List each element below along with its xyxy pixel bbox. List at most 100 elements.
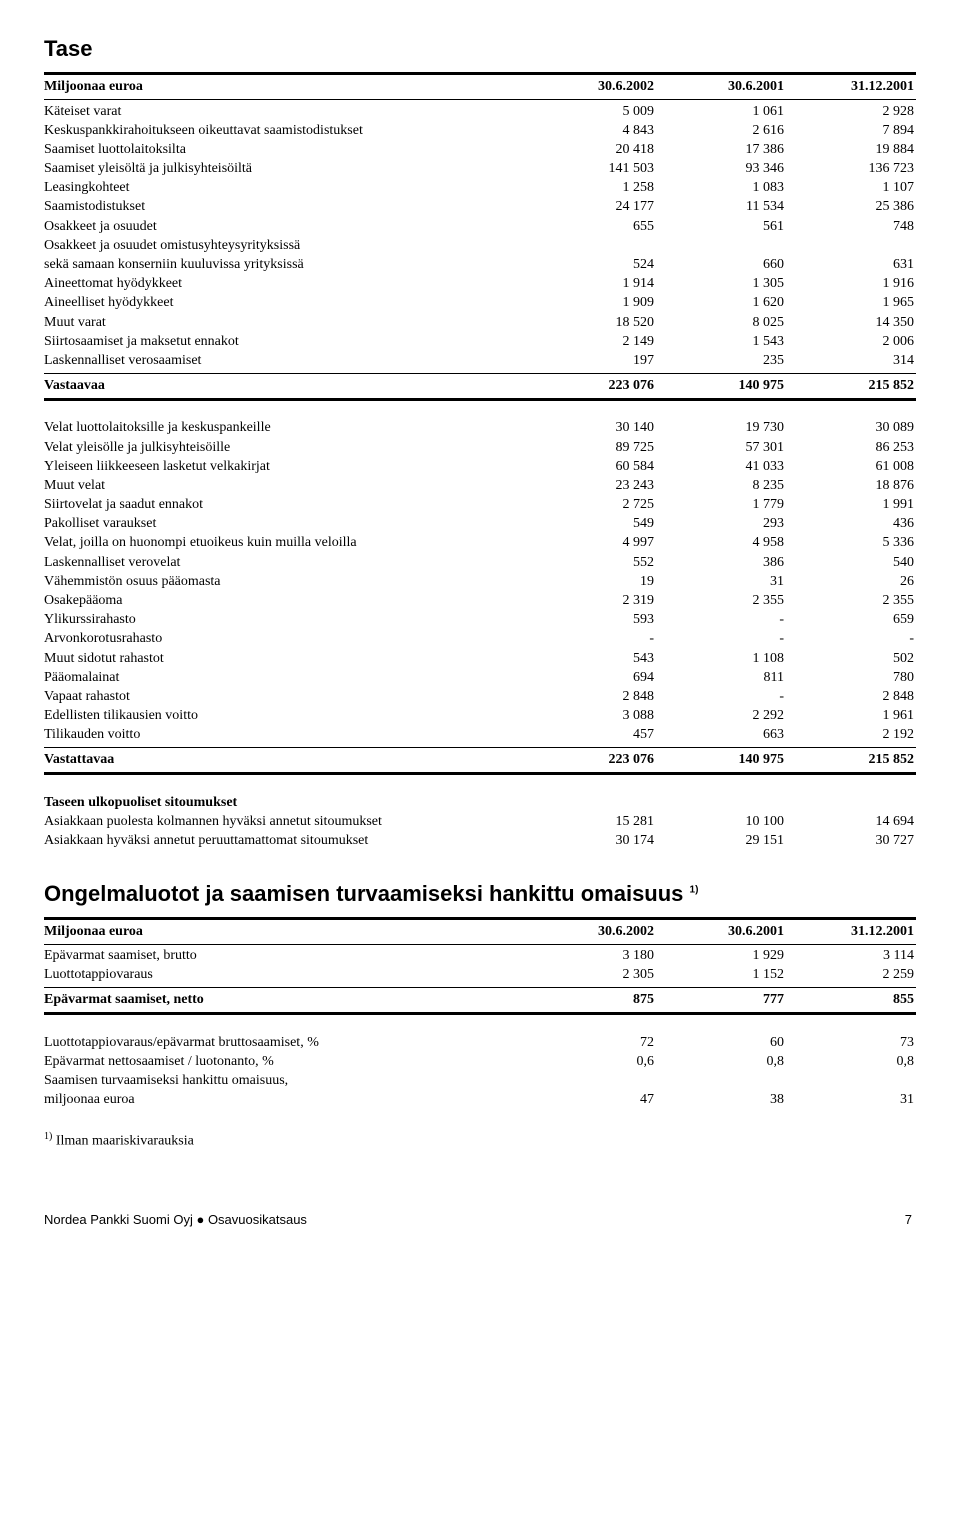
row-value: 694 [524, 669, 654, 687]
row-value: 3 180 [524, 947, 654, 965]
table-row: Saamiset yleisöltä ja julkisyhteisöiltä1… [44, 160, 916, 179]
row-label: Luottotappiovaraus/epävarmat bruttosaami… [44, 1034, 524, 1052]
table-header-2: Miljoonaa euroa 30.6.2002 30.6.2001 31.1… [44, 917, 916, 945]
table-row: Muut varat18 5208 02514 350 [44, 313, 916, 332]
row-value: 72 [524, 1034, 654, 1052]
row-value: 1 965 [784, 294, 914, 312]
row-value: 1 914 [524, 275, 654, 293]
row-value: 660 [654, 256, 784, 274]
header2-label: Miljoonaa euroa [44, 924, 524, 940]
row-value: 4 843 [524, 122, 654, 140]
row-value: 386 [654, 554, 784, 572]
table-row: Aineelliset hyödykkeet1 9091 6201 965 [44, 294, 916, 313]
page-footer: Nordea Pankki Suomi Oyj ● Osavuosikatsau… [44, 1212, 916, 1227]
row-value: - [654, 688, 784, 706]
row-label: Aineelliset hyödykkeet [44, 294, 524, 312]
table-row: Leasingkohteet1 2581 0831 107 [44, 179, 916, 198]
row-value: 2 006 [784, 333, 914, 351]
row-value: 1 620 [654, 294, 784, 312]
row-label: Osakkeet ja osuudet omistusyhteysyrityks… [44, 237, 524, 255]
row-value: 1 258 [524, 179, 654, 197]
row-value: 18 520 [524, 314, 654, 332]
footnote-text: Ilman maariskivarauksia [56, 1134, 194, 1149]
row-value: 780 [784, 669, 914, 687]
row-value: 2 355 [654, 592, 784, 610]
table-row: Epävarmat nettosaamiset / luotonanto, %0… [44, 1053, 916, 1072]
row-value [654, 1072, 784, 1090]
row-value: 14 694 [784, 813, 914, 831]
row-value: 19 730 [654, 419, 784, 437]
row-label: Käteiset varat [44, 103, 524, 121]
assets-sum-v1: 140 975 [654, 377, 784, 395]
header2-col3: 31.12.2001 [784, 924, 914, 940]
table-row: Velat yleisölle ja julkisyhteisöille89 7… [44, 438, 916, 457]
row-value: - [524, 630, 654, 648]
row-value [784, 237, 914, 255]
row-value: 2 149 [524, 333, 654, 351]
row-value: 1 107 [784, 179, 914, 197]
row-label: Keskuspankkirahoitukseen oikeuttavat saa… [44, 122, 524, 140]
row-value: 2 848 [524, 688, 654, 706]
row-value: 524 [524, 256, 654, 274]
row-value: 1 961 [784, 707, 914, 725]
row-value: 197 [524, 352, 654, 370]
row-value: 502 [784, 650, 914, 668]
row-value: 93 346 [654, 160, 784, 178]
row-value: 543 [524, 650, 654, 668]
table-row: Vapaat rahastot2 848-2 848 [44, 687, 916, 706]
row-value [654, 237, 784, 255]
row-label: sekä samaan konserniin kuuluvissa yrityk… [44, 256, 524, 274]
table-row: Yleiseen liikkeeseen lasketut velkakirja… [44, 457, 916, 476]
row-value: 457 [524, 726, 654, 744]
table-row: Edellisten tilikausien voitto3 0882 2921… [44, 707, 916, 726]
liabilities-sum-label: Vastattavaa [44, 751, 524, 769]
row-value: 2 355 [784, 592, 914, 610]
row-label: Tilikauden voitto [44, 726, 524, 744]
table-row: Osakepääoma2 3192 3552 355 [44, 592, 916, 611]
footer-company: Nordea Pankki Suomi Oyj [44, 1212, 196, 1227]
row-value: 3 088 [524, 707, 654, 725]
row-value: 136 723 [784, 160, 914, 178]
table-row: Siirtosaamiset ja maksetut ennakot2 1491… [44, 332, 916, 351]
row-value: 38 [654, 1091, 784, 1109]
footer-report: Osavuosikatsaus [208, 1212, 307, 1227]
row-label: Pakolliset varaukset [44, 515, 524, 533]
row-value: 4 997 [524, 534, 654, 552]
row-value: 47 [524, 1091, 654, 1109]
row-value: 314 [784, 352, 914, 370]
table-row: Saamiset luottolaitoksilta20 41817 38619… [44, 140, 916, 159]
off-balance-block: Taseen ulkopuoliset sitoumukset Asiakkaa… [44, 793, 916, 851]
liabilities-table: Velat luottolaitoksille ja keskuspankeil… [44, 419, 916, 745]
row-value: 811 [654, 669, 784, 687]
liabilities-sum-v0: 223 076 [524, 751, 654, 769]
off-balance-table: Asiakkaan puolesta kolmannen hyväksi ann… [44, 812, 916, 850]
problem-loans-table: Epävarmat saamiset, brutto3 1801 9293 11… [44, 947, 916, 985]
row-value: 235 [654, 352, 784, 370]
table-row: Luottotappiovaraus2 3051 1522 259 [44, 966, 916, 985]
table-row: Osakkeet ja osuudet655561748 [44, 217, 916, 236]
row-value: 30 140 [524, 419, 654, 437]
assets-sum-label: Vastaavaa [44, 377, 524, 395]
row-label: Asiakkaan puolesta kolmannen hyväksi ann… [44, 813, 524, 831]
row-value: 23 243 [524, 477, 654, 495]
row-value: 30 727 [784, 832, 914, 850]
assets-table: Käteiset varat5 0091 0612 928Keskuspankk… [44, 102, 916, 371]
table-row: Velat, joilla on huonompi etuoikeus kuin… [44, 534, 916, 553]
row-label: Osakkeet ja osuudet [44, 218, 524, 236]
row-value [524, 1072, 654, 1090]
row-value: 1 083 [654, 179, 784, 197]
row-label: Asiakkaan hyväksi annetut peruuttamattom… [44, 832, 524, 850]
row-value: - [784, 630, 914, 648]
row-value: 436 [784, 515, 914, 533]
row-label: Velat, joilla on huonompi etuoikeus kuin… [44, 534, 524, 552]
footnote-sup: 1) [44, 1131, 52, 1142]
row-label: Leasingkohteet [44, 179, 524, 197]
table-row: Muut velat23 2438 23518 876 [44, 476, 916, 495]
off-balance-title: Taseen ulkopuoliset sitoumukset [44, 793, 916, 812]
row-label: miljoonaa euroa [44, 1091, 524, 1109]
table-row: Saamistodistukset24 17711 53425 386 [44, 198, 916, 217]
title2-text: Ongelmaluotot ja saamisen turvaamiseksi … [44, 881, 690, 906]
problem-loans-sum-label: Epävarmat saamiset, netto [44, 991, 524, 1009]
problem-loans-sum-v1: 777 [654, 991, 784, 1009]
table-row: Vähemmistön osuus pääomasta193126 [44, 572, 916, 591]
